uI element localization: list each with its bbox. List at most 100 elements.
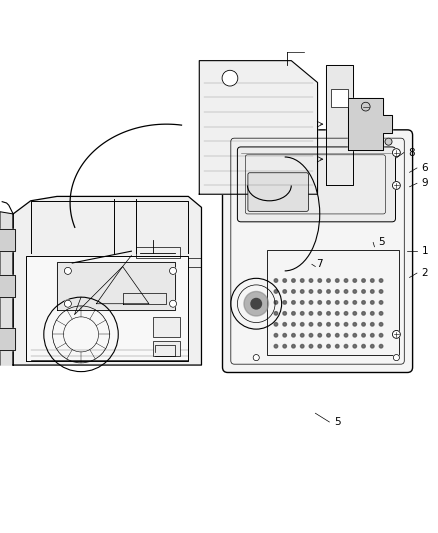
Circle shape xyxy=(344,290,348,293)
Text: 5: 5 xyxy=(378,237,385,247)
Circle shape xyxy=(274,334,278,337)
Circle shape xyxy=(309,301,313,304)
Circle shape xyxy=(392,330,400,338)
Circle shape xyxy=(344,312,348,315)
Circle shape xyxy=(353,301,357,304)
Circle shape xyxy=(309,344,313,348)
Circle shape xyxy=(362,279,365,282)
Polygon shape xyxy=(26,255,188,361)
Circle shape xyxy=(379,301,383,304)
Text: 9: 9 xyxy=(421,178,428,188)
Polygon shape xyxy=(0,275,15,297)
Circle shape xyxy=(327,301,330,304)
Circle shape xyxy=(318,279,321,282)
Polygon shape xyxy=(13,197,201,365)
Text: 6: 6 xyxy=(421,163,428,173)
Circle shape xyxy=(344,301,348,304)
Circle shape xyxy=(371,322,374,326)
Text: 8: 8 xyxy=(408,148,415,158)
Polygon shape xyxy=(199,61,318,194)
Circle shape xyxy=(222,70,238,86)
Circle shape xyxy=(353,290,357,293)
Circle shape xyxy=(353,312,357,315)
Circle shape xyxy=(353,279,357,282)
Circle shape xyxy=(327,279,330,282)
Circle shape xyxy=(283,290,286,293)
Circle shape xyxy=(344,279,348,282)
Circle shape xyxy=(170,268,177,274)
Circle shape xyxy=(300,334,304,337)
Circle shape xyxy=(336,312,339,315)
Circle shape xyxy=(336,290,339,293)
Circle shape xyxy=(327,312,330,315)
Circle shape xyxy=(292,290,295,293)
Circle shape xyxy=(283,301,286,304)
Circle shape xyxy=(292,344,295,348)
Circle shape xyxy=(309,312,313,315)
Circle shape xyxy=(336,334,339,337)
Circle shape xyxy=(300,301,304,304)
Circle shape xyxy=(362,290,365,293)
Circle shape xyxy=(309,290,313,293)
Circle shape xyxy=(309,334,313,337)
Polygon shape xyxy=(0,328,15,350)
Circle shape xyxy=(251,298,261,309)
Circle shape xyxy=(361,102,370,111)
Text: 1: 1 xyxy=(421,246,428,256)
Circle shape xyxy=(379,312,383,315)
Circle shape xyxy=(336,301,339,304)
FancyBboxPatch shape xyxy=(237,147,396,222)
Circle shape xyxy=(362,312,365,315)
Circle shape xyxy=(274,290,278,293)
FancyBboxPatch shape xyxy=(153,341,180,356)
Circle shape xyxy=(292,301,295,304)
Circle shape xyxy=(292,279,295,282)
Circle shape xyxy=(274,301,278,304)
Circle shape xyxy=(318,344,321,348)
Circle shape xyxy=(353,322,357,326)
Polygon shape xyxy=(57,262,175,310)
Circle shape xyxy=(283,334,286,337)
Polygon shape xyxy=(0,229,15,251)
Circle shape xyxy=(274,322,278,326)
Circle shape xyxy=(318,312,321,315)
Circle shape xyxy=(318,301,321,304)
Circle shape xyxy=(292,334,295,337)
Circle shape xyxy=(362,334,365,337)
Circle shape xyxy=(379,344,383,348)
Polygon shape xyxy=(0,212,13,365)
Circle shape xyxy=(309,322,313,326)
FancyBboxPatch shape xyxy=(331,89,348,107)
Circle shape xyxy=(253,354,259,361)
Circle shape xyxy=(283,279,286,282)
Circle shape xyxy=(283,312,286,315)
Circle shape xyxy=(392,182,400,189)
Circle shape xyxy=(392,149,400,157)
Circle shape xyxy=(318,334,321,337)
Circle shape xyxy=(274,279,278,282)
Polygon shape xyxy=(326,65,353,185)
Circle shape xyxy=(300,279,304,282)
Circle shape xyxy=(344,322,348,326)
Circle shape xyxy=(327,344,330,348)
Circle shape xyxy=(327,290,330,293)
Circle shape xyxy=(64,300,71,307)
FancyBboxPatch shape xyxy=(153,317,180,336)
Text: 2: 2 xyxy=(421,268,428,278)
Circle shape xyxy=(300,290,304,293)
Circle shape xyxy=(385,138,392,145)
Circle shape xyxy=(244,292,268,316)
Circle shape xyxy=(379,322,383,326)
Circle shape xyxy=(393,354,399,361)
Circle shape xyxy=(318,322,321,326)
Circle shape xyxy=(309,279,313,282)
Text: 7: 7 xyxy=(316,260,323,269)
Circle shape xyxy=(379,279,383,282)
Circle shape xyxy=(371,312,374,315)
Circle shape xyxy=(371,344,374,348)
Circle shape xyxy=(336,279,339,282)
Circle shape xyxy=(327,322,330,326)
Circle shape xyxy=(274,344,278,348)
Circle shape xyxy=(353,334,357,337)
Circle shape xyxy=(327,334,330,337)
